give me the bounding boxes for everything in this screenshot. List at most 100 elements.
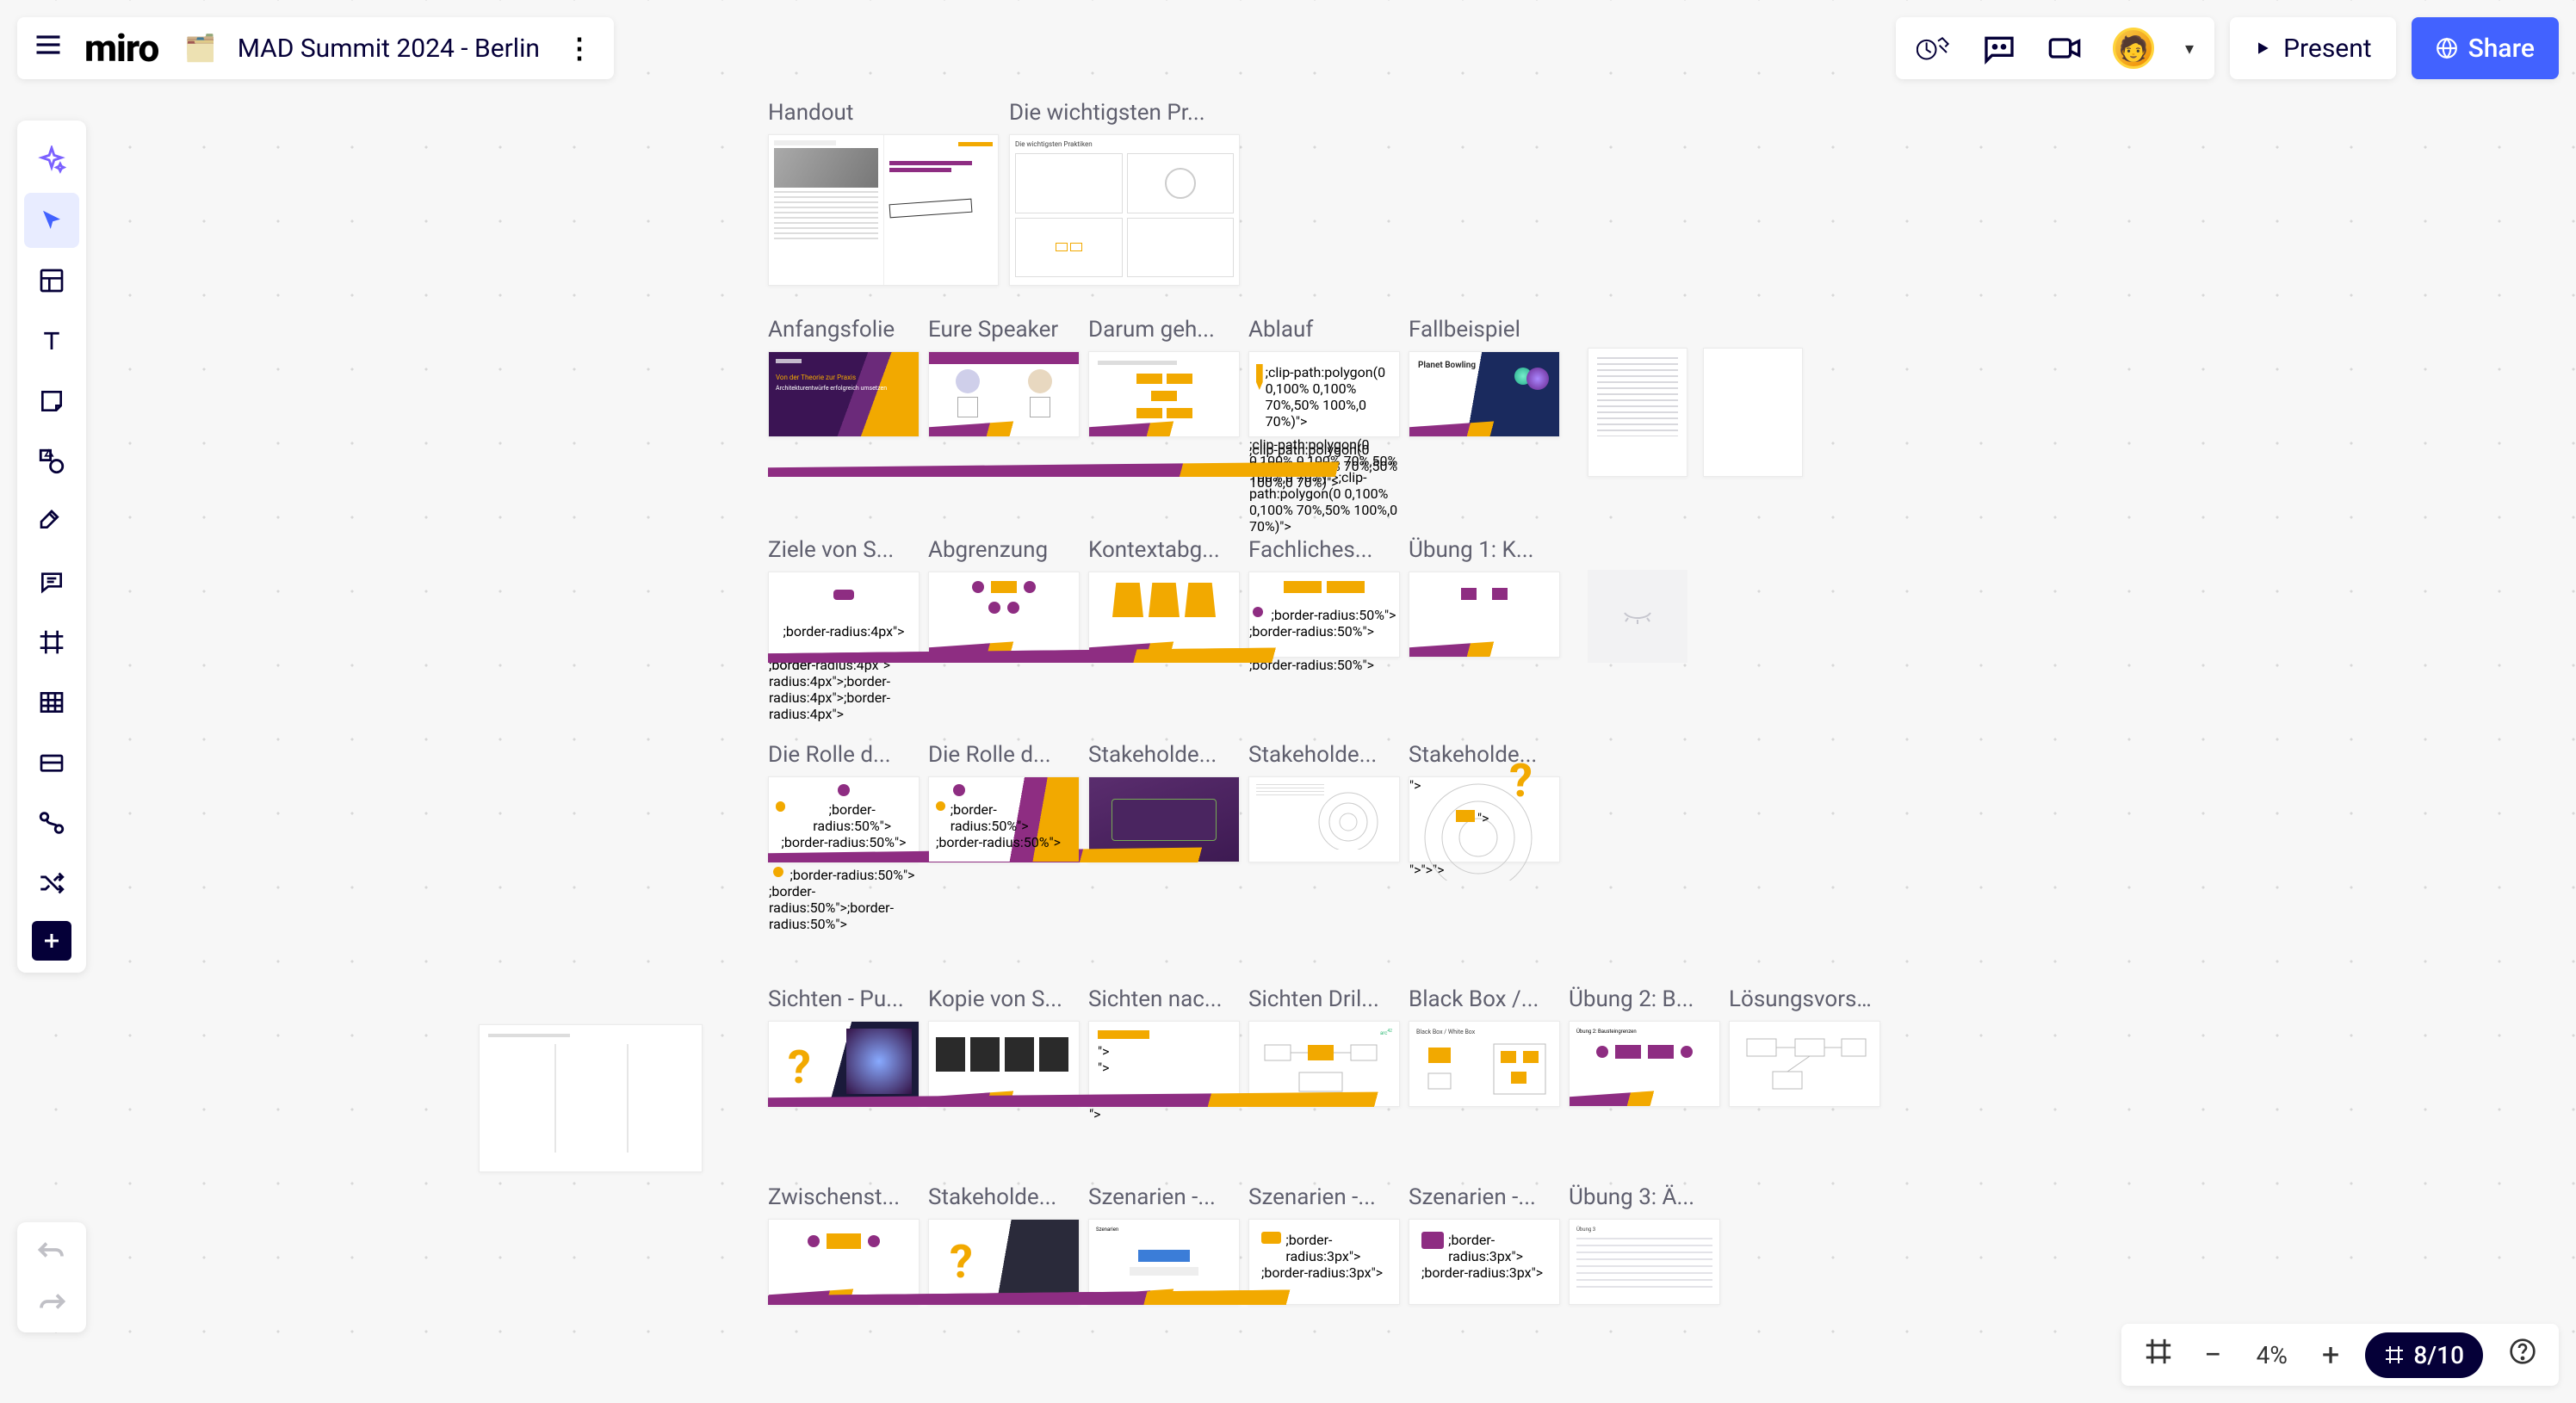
canvas-frame[interactable] — [928, 1021, 1080, 1107]
reactions-icon[interactable] — [1982, 31, 2016, 65]
canvas-frame[interactable] — [1088, 572, 1240, 658]
canvas-frame[interactable]: ">">">">"> — [1409, 776, 1560, 862]
tool-ai-assist[interactable] — [24, 133, 79, 188]
frame-label[interactable]: Ziele von S... — [768, 537, 920, 565]
frame-label[interactable]: Szenarien -... — [1088, 1184, 1240, 1212]
frame-label[interactable]: Fallbeispiel — [1409, 317, 1560, 344]
tool-text[interactable] — [24, 313, 79, 368]
frame-label[interactable]: Handout — [768, 100, 999, 127]
canvas-frame[interactable]: Die wichtigsten Praktiken — [1009, 134, 1240, 286]
frame-label[interactable]: Anfangsfolie — [768, 317, 920, 344]
canvas-frame-column: Eure Speaker — [928, 317, 1080, 477]
frame-label[interactable]: Übung 1: K... — [1409, 537, 1560, 565]
canvas-frame[interactable] — [768, 1219, 920, 1305]
canvas-frame[interactable]: ;border-radius:4px">;border-radius:4px">… — [768, 572, 920, 658]
canvas-frame[interactable] — [1088, 351, 1240, 437]
canvas-frame[interactable]: Planet Bowling — [1409, 351, 1560, 437]
canvas-frame-column: Sichten nac... ">">"> — [1088, 986, 1240, 1107]
canvas-frame[interactable] — [1703, 348, 1803, 477]
topbar-right: 🧑 ▾ Present Share — [1896, 17, 2559, 79]
canvas-frame[interactable]: Übung 2: Bausteingrenzen — [1569, 1021, 1720, 1107]
tool-random[interactable] — [24, 856, 79, 911]
canvas-frame[interactable]: ;clip-path:polygon(0 0,100% 0,100% 70%,5… — [1248, 351, 1400, 437]
canvas-row: Ziele von S... ;border-radius:4px">;borde… — [768, 537, 1687, 663]
canvas-frame-column: Szenarien -...Szenarien — [1088, 1184, 1240, 1305]
tool-pen[interactable] — [24, 494, 79, 549]
canvas-frame[interactable]: Black Box / White Box — [1409, 1021, 1560, 1107]
tool-frame[interactable] — [24, 615, 79, 670]
frame-label[interactable]: Sichten Dril... — [1248, 986, 1400, 1014]
frame-label[interactable]: Darum geh... — [1088, 317, 1240, 344]
canvas-frame[interactable]: ;border-radius:50%">;border-radius:50%">… — [768, 776, 920, 862]
timer-icon[interactable] — [1917, 31, 1951, 65]
tool-select[interactable] — [24, 193, 79, 248]
frame-label[interactable]: Übung 2: B... — [1569, 986, 1720, 1014]
canvas-frame[interactable] — [1729, 1021, 1880, 1107]
canvas-frame[interactable]: ;border-radius:3px">;border-radius:3px"> — [1409, 1219, 1560, 1305]
board-title[interactable]: MAD Summit 2024 - Berlin — [238, 34, 540, 64]
canvas-frame[interactable] — [928, 572, 1080, 658]
present-button[interactable]: Present — [2230, 17, 2396, 79]
tool-add-more[interactable] — [32, 921, 71, 961]
board-kebab-menu[interactable]: ⋮ — [560, 32, 598, 65]
canvas-frame[interactable]: ">">"> — [1088, 1021, 1240, 1107]
tool-comment[interactable] — [24, 554, 79, 609]
canvas-frame[interactable]: ? — [928, 1219, 1080, 1305]
canvas-frame[interactable] — [1588, 348, 1687, 477]
tool-table[interactable] — [24, 675, 79, 730]
collab-chevron-icon[interactable]: ▾ — [2185, 38, 2194, 59]
canvas-frame[interactable] — [768, 134, 999, 286]
canvas-frame[interactable] — [479, 1024, 703, 1172]
frame-label[interactable]: Die wichtigsten Pr... — [1009, 100, 1240, 127]
hidden-frame[interactable] — [1588, 570, 1687, 663]
canvas-frame-column: Die wichtigsten Pr... Die wichtigsten Pra… — [1009, 100, 1240, 286]
canvas-frame[interactable] — [1409, 572, 1560, 658]
canvas-row: Die Rolle d... ;border-radius:50%">;borde… — [768, 742, 1553, 862]
frame-label[interactable]: Szenarien -... — [1248, 1184, 1400, 1212]
frame-label[interactable]: Stakeholde... — [1088, 742, 1240, 769]
frame-label[interactable]: Stakeholde... — [928, 1184, 1080, 1212]
canvas-frame-column: Die Rolle d... ;border-radius:50%">;borde… — [768, 742, 920, 862]
canvas-row: HandoutDie wichtigsten Pr...Die wichtigs… — [768, 100, 1235, 286]
frame-label[interactable]: Black Box /... — [1409, 986, 1560, 1014]
frame-label[interactable]: Übung 3: Ä... — [1569, 1184, 1720, 1212]
share-button[interactable]: Share — [2412, 17, 2559, 79]
frame-label[interactable]: Stakeholde... — [1409, 742, 1560, 769]
canvas-frame-column: Szenarien -...;border-radius:3px">;borde… — [1248, 1184, 1400, 1305]
board-canvas[interactable]: HandoutDie wichtigsten Pr...Die wichtigs… — [0, 0, 2576, 1403]
canvas-frame[interactable] — [1248, 776, 1400, 862]
tool-connection[interactable] — [24, 795, 79, 850]
tool-shapes[interactable] — [24, 434, 79, 489]
canvas-frame[interactable]: Von der Theorie zur PraxisArchitekturent… — [768, 351, 920, 437]
frame-label[interactable]: Die Rolle d... — [768, 742, 920, 769]
canvas-frame[interactable]: arc42 — [1248, 1021, 1400, 1107]
tool-sticky-note[interactable] — [24, 374, 79, 429]
frame-label[interactable]: Ablauf — [1248, 317, 1400, 344]
frame-label[interactable]: Sichten nac... — [1088, 986, 1240, 1014]
frame-label[interactable]: Eure Speaker — [928, 317, 1080, 344]
frame-label[interactable]: Kopie von S... — [928, 986, 1080, 1014]
user-avatar[interactable]: 🧑 — [2113, 28, 2154, 69]
canvas-frame[interactable]: ;border-radius:50%">;border-radius:50%">… — [928, 776, 1080, 862]
frame-label[interactable]: Zwischenst... — [768, 1184, 920, 1212]
frame-label[interactable]: Stakeholde... — [1248, 742, 1400, 769]
miro-logo[interactable]: miro — [84, 26, 158, 71]
video-icon[interactable] — [2047, 31, 2082, 65]
canvas-frame-column: Szenarien -... ;border-radius:3px">;borde… — [1409, 1184, 1560, 1305]
canvas-frame-column: Kopie von S... — [928, 986, 1080, 1107]
present-label: Present — [2283, 34, 2372, 64]
frame-label[interactable]: Kontextabg... — [1088, 537, 1240, 565]
canvas-frame[interactable]: ? — [768, 1021, 920, 1107]
tool-card[interactable] — [24, 735, 79, 790]
frame-label[interactable]: Fachliches... — [1248, 537, 1400, 565]
canvas-frame[interactable]: Übung 3 — [1569, 1219, 1720, 1305]
tool-templates[interactable] — [24, 253, 79, 308]
frame-label[interactable]: Szenarien -... — [1409, 1184, 1560, 1212]
canvas-frame[interactable]: ;border-radius:50%">;border-radius:50%">… — [1248, 572, 1400, 658]
frame-label[interactable]: Sichten - Pu... — [768, 986, 920, 1014]
frame-label[interactable]: Die Rolle d... — [928, 742, 1080, 769]
frame-label[interactable]: Lösungsvorsch... — [1729, 986, 1880, 1014]
frame-label[interactable]: Abgrenzung — [928, 537, 1080, 565]
main-menu-button[interactable] — [33, 29, 64, 68]
canvas-frame[interactable] — [928, 351, 1080, 437]
